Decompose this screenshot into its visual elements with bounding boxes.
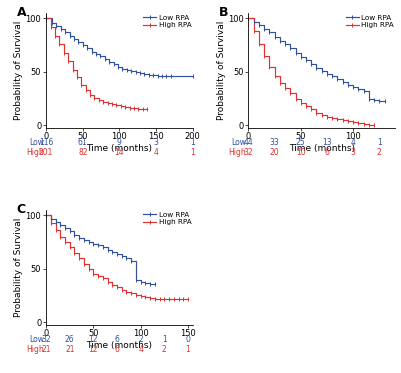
- Text: 6: 6: [115, 335, 119, 344]
- Text: 82: 82: [78, 148, 87, 157]
- Text: High: High: [26, 345, 44, 354]
- Text: 9: 9: [117, 138, 122, 147]
- Text: A: A: [17, 6, 26, 19]
- Text: 4: 4: [138, 345, 143, 354]
- Text: 61: 61: [78, 138, 87, 147]
- Y-axis label: Probability of Survival: Probability of Survival: [14, 21, 23, 120]
- Text: Low: Low: [29, 138, 44, 147]
- Text: 25: 25: [296, 138, 306, 147]
- Text: Low: Low: [231, 138, 246, 147]
- Text: 2: 2: [162, 345, 167, 354]
- Text: 1: 1: [190, 148, 195, 157]
- Text: 4: 4: [154, 148, 158, 157]
- Text: 1: 1: [377, 138, 382, 147]
- Text: 14: 14: [115, 148, 124, 157]
- X-axis label: Time (months): Time (months): [289, 144, 355, 153]
- Text: 12: 12: [89, 335, 98, 344]
- Text: 32: 32: [243, 148, 253, 157]
- Text: 1: 1: [162, 335, 167, 344]
- Y-axis label: Probability of Survival: Probability of Survival: [217, 21, 226, 120]
- X-axis label: Time (months): Time (months): [86, 341, 152, 350]
- Legend: Low RPA, High RPA: Low RPA, High RPA: [143, 211, 191, 225]
- Text: 21: 21: [65, 345, 75, 354]
- Text: 26: 26: [65, 335, 75, 344]
- Legend: Low RPA, High RPA: Low RPA, High RPA: [143, 15, 191, 28]
- Legend: Low RPA, High RPA: Low RPA, High RPA: [346, 15, 393, 28]
- Text: C: C: [17, 203, 26, 216]
- Text: 13: 13: [322, 138, 332, 147]
- Text: 12: 12: [89, 345, 98, 354]
- Text: 10: 10: [296, 148, 306, 157]
- Text: 116: 116: [39, 138, 53, 147]
- Text: Low: Low: [29, 335, 44, 344]
- Text: 0: 0: [186, 335, 190, 344]
- Text: 6: 6: [115, 345, 119, 354]
- Text: 6: 6: [324, 148, 329, 157]
- X-axis label: Time (months): Time (months): [86, 144, 152, 153]
- Text: 2: 2: [377, 148, 382, 157]
- Text: 44: 44: [243, 138, 253, 147]
- Text: 4: 4: [350, 138, 356, 147]
- Text: High: High: [229, 148, 246, 157]
- Text: 3: 3: [350, 148, 356, 157]
- Text: 32: 32: [41, 335, 51, 344]
- Text: 3: 3: [154, 138, 158, 147]
- Text: 21: 21: [41, 345, 51, 354]
- Y-axis label: Probability of Survival: Probability of Survival: [14, 217, 23, 317]
- Text: B: B: [219, 6, 229, 19]
- Text: High: High: [26, 148, 44, 157]
- Text: 2: 2: [138, 335, 143, 344]
- Text: 201: 201: [39, 148, 53, 157]
- Text: 33: 33: [270, 138, 279, 147]
- Text: 1: 1: [186, 345, 190, 354]
- Text: 1: 1: [190, 138, 195, 147]
- Text: 20: 20: [270, 148, 279, 157]
